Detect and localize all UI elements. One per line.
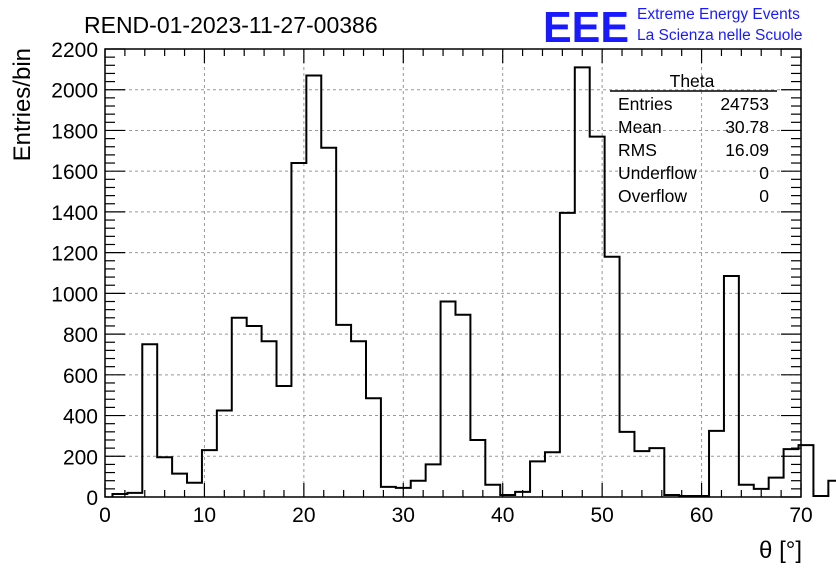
stats-row-value: 0 [759,186,769,206]
histogram-bin [545,452,560,497]
histogram-bin [366,398,381,497]
plot-border [104,48,802,498]
chart-title: REND-01-2023-11-27-00386 [84,12,378,38]
y-tick-label: 600 [63,365,98,388]
stats-row-label: Entries [618,94,673,114]
tick-labels: 0 10 20 30 40 50 60 70 0 200 400 600 800 1000 1200 1400… [51,39,812,527]
histogram-bin [575,67,590,497]
stats-row-label: Underflow [618,163,697,183]
x-axis-title: θ [°] [759,537,802,564]
x-tick-label: 50 [590,504,613,527]
plot-frame [104,48,802,498]
stats-box: Theta Entries 24753 Mean 30.78 RMS 16.09 Under… [610,71,777,206]
histogram-bin [620,432,635,497]
y-tick-label: 2200 [51,39,98,62]
y-tick-label: 1200 [51,243,98,266]
histogram-bin [351,341,366,497]
histogram-bin [724,276,739,497]
x-tick-label: 70 [789,504,812,527]
x-tick-label: 40 [491,504,514,527]
histogram-bin [470,440,485,497]
histogram-bin [455,315,470,497]
histogram-bin [426,464,441,497]
logo: EEE Extreme Energy Events La Scienza nel… [543,3,802,52]
x-tick-label: 60 [690,504,713,527]
logo-caption-line2: La Scienza nelle Scuole [637,27,802,44]
y-axis-title: Entries/bin [9,48,36,161]
stats-row-value: 16.09 [725,140,769,160]
y-tick-label: 200 [63,446,98,469]
stats-row-value: 0 [759,163,769,183]
stats-rows: Entries 24753 Mean 30.78 RMS 16.09 Underflow 0 O… [618,94,769,206]
histogram-bin [232,318,247,497]
histogram-bin [247,326,262,497]
x-tick-label: 10 [193,504,216,527]
y-tick-label: 2000 [51,80,98,103]
histogram-bin [336,325,351,497]
x-tick-label: 30 [392,504,415,527]
stats-box-title: Theta [670,71,715,91]
stats-row-value: 24753 [720,94,769,114]
y-tick-label: 1600 [51,161,98,184]
histogram-bin [142,344,157,497]
histogram-outline [111,66,836,497]
histogram-bin [441,302,456,497]
y-tick-label: 1800 [51,120,98,143]
histogram-bin [649,448,664,497]
histogram-bin [560,213,575,497]
histogram-bin [709,431,724,497]
y-tick-label: 800 [63,324,98,347]
stats-row-label: Mean [618,117,662,137]
histogram-bin [590,137,605,497]
y-tick-label: 0 [86,487,98,510]
stats-row-label: RMS [618,140,657,160]
histogram-bin [321,148,336,497]
x-tick-label: 20 [292,504,315,527]
stats-row-label: Overflow [618,186,687,206]
histogram-bin [828,481,836,497]
grid-lines [105,49,801,497]
logo-letters: EEE [543,3,629,52]
y-tick-label: 1400 [51,202,98,225]
x-tick-label: 0 [99,504,111,527]
y-tick-label: 400 [63,406,98,429]
histogram-bin [187,483,202,497]
y-tick-label: 1000 [51,283,98,306]
logo-caption-line1: Extreme Energy Events [637,6,800,23]
axis-ticks [104,48,802,498]
histogram-bin [262,341,277,497]
histogram-bin [277,386,292,497]
histogram-bin [217,410,232,497]
histogram-bin [485,485,500,497]
histogram-bin [605,257,620,497]
histogram-bars [111,66,836,497]
stats-row-value: 30.78 [725,117,769,137]
histogram-bin [306,75,321,497]
